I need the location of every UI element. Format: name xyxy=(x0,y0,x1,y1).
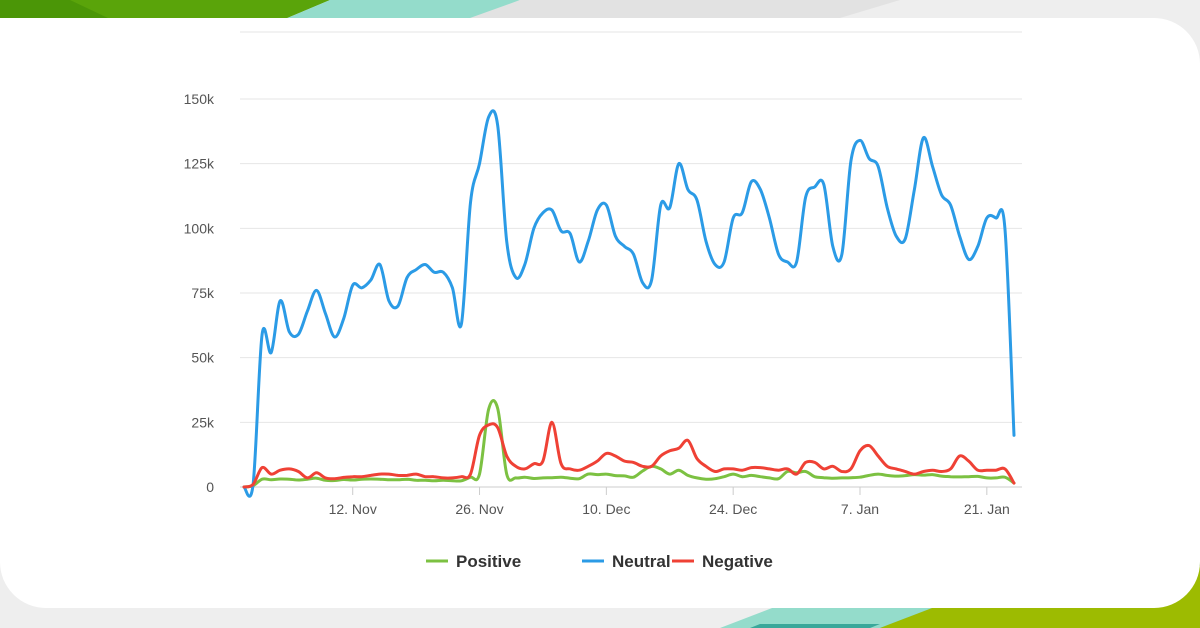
top-grey-shape xyxy=(470,0,900,18)
legend-item-positive[interactable]: Positive xyxy=(426,552,521,571)
legend-label: Positive xyxy=(456,552,521,571)
legend-label: Neutral xyxy=(612,552,671,571)
legend: Positive Neutral Negative xyxy=(426,552,773,571)
series-line-negative xyxy=(242,420,1016,489)
x-axis-ticks: 12. Nov 26. Nov 10. Dec 24. Dec 7. Jan 21. Ja… xyxy=(329,487,1010,517)
y-tick-label: 125k xyxy=(184,156,215,172)
series-lines xyxy=(242,109,1016,498)
y-tick-label: 50k xyxy=(191,350,215,366)
series-line-positive xyxy=(242,399,1016,489)
x-tick-label: 24. Dec xyxy=(709,501,757,517)
legend-item-negative[interactable]: Negative xyxy=(672,552,773,571)
x-tick-label: 12. Nov xyxy=(329,501,377,517)
y-tick-label: 75k xyxy=(191,285,215,301)
legend-label: Negative xyxy=(702,552,773,571)
series-line-neutral xyxy=(242,109,1016,498)
x-tick-label: 7. Jan xyxy=(841,501,879,517)
y-tick-label: 150k xyxy=(184,91,215,107)
x-tick-label: 21. Jan xyxy=(964,501,1010,517)
y-tick-label: 25k xyxy=(191,414,215,430)
content-card xyxy=(0,18,1200,608)
y-axis-ticks: 0 25k 50k 75k 100k 125k 150k xyxy=(184,91,215,495)
y-tick-label: 100k xyxy=(184,220,215,236)
x-tick-label: 26. Nov xyxy=(455,501,503,517)
x-tick-label: 10. Dec xyxy=(582,501,630,517)
bottom-teal-dark-shape xyxy=(750,624,880,628)
legend-item-neutral[interactable]: Neutral xyxy=(582,552,671,571)
gridlines xyxy=(240,31,1022,488)
y-tick-label: 0 xyxy=(206,479,214,495)
